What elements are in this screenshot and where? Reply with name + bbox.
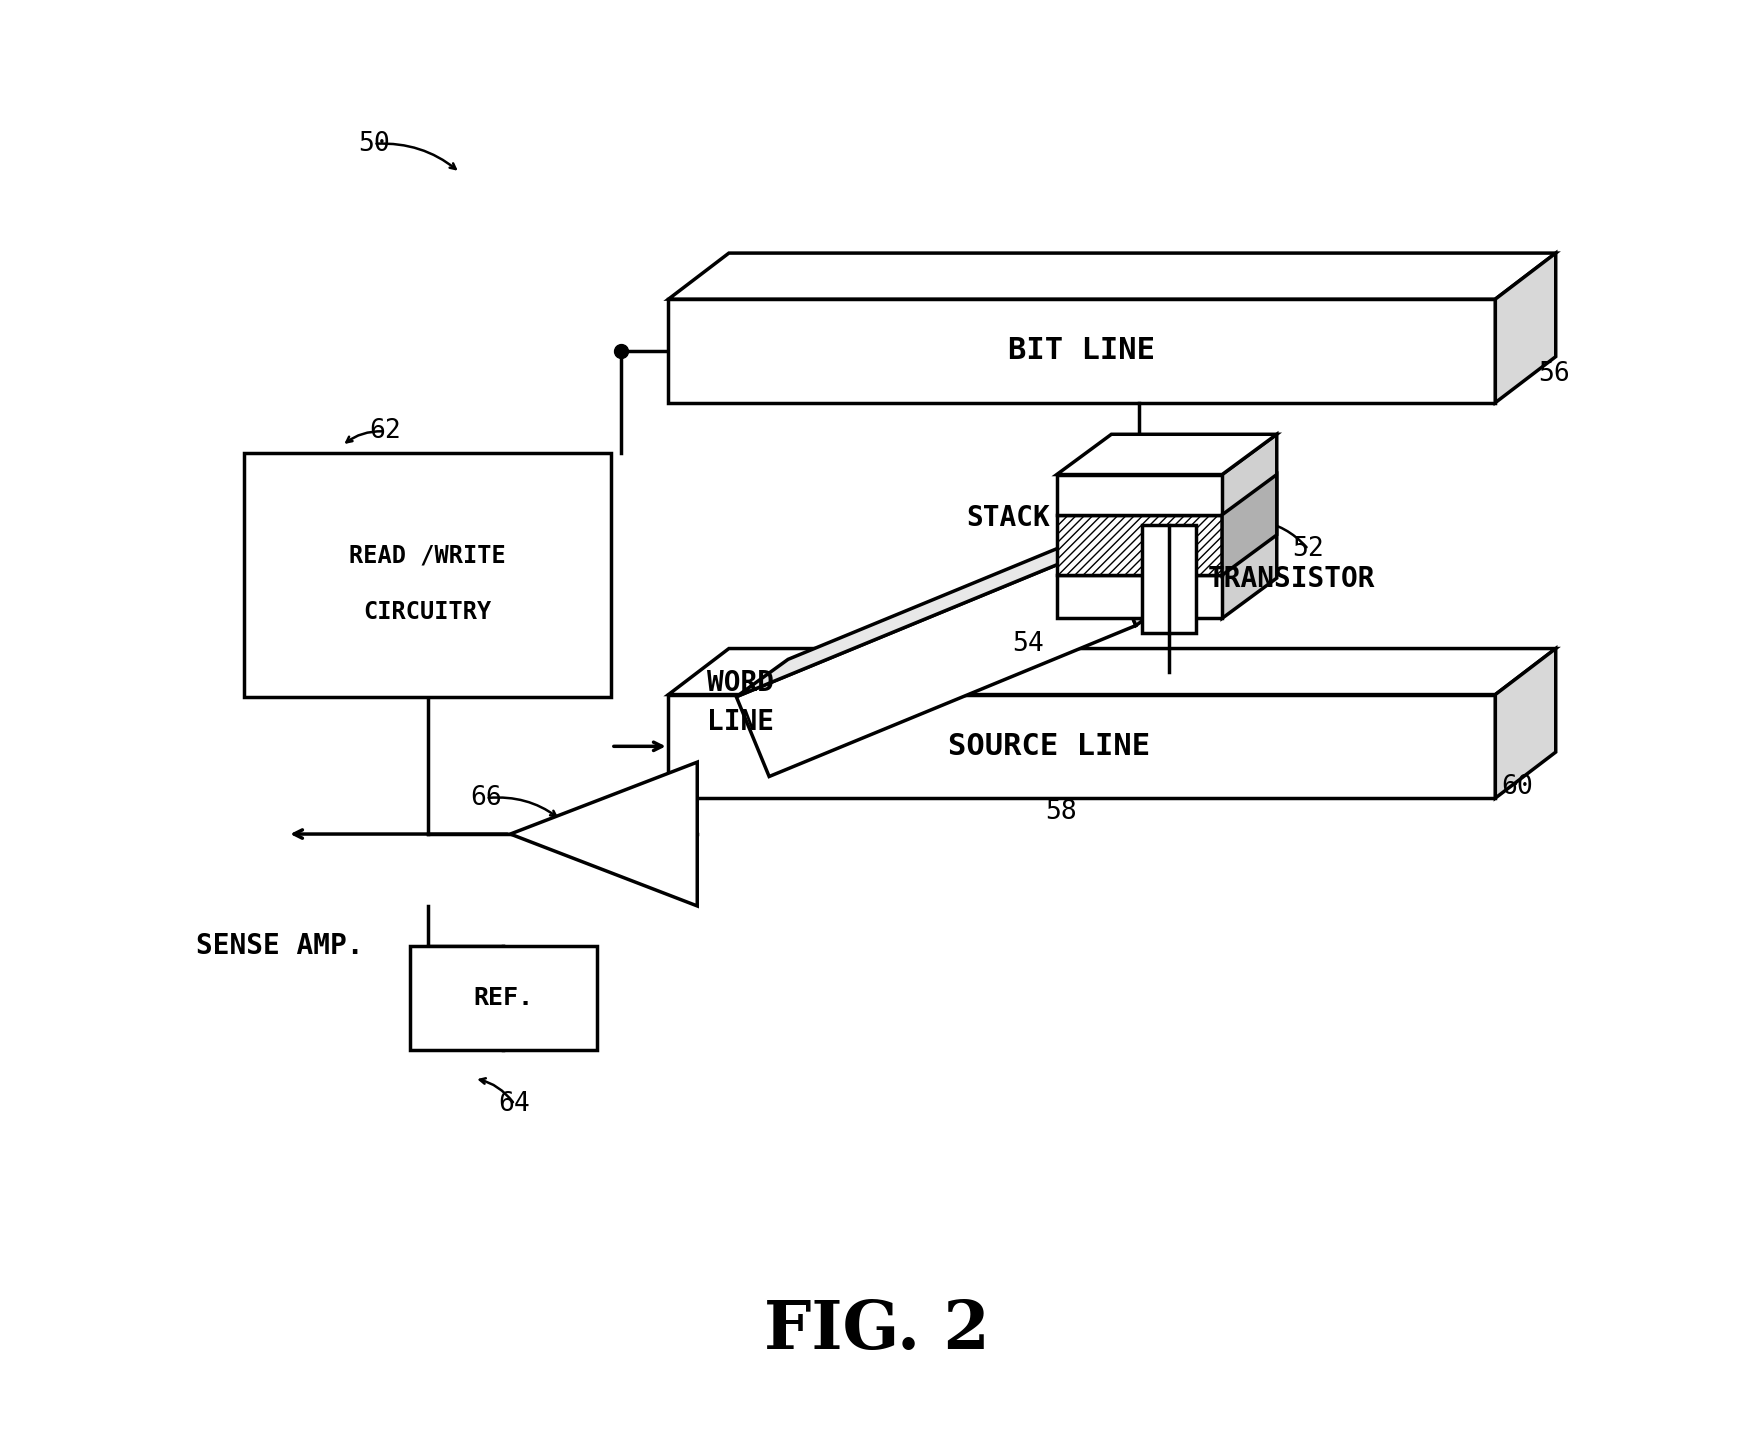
Polygon shape — [1056, 434, 1277, 475]
Text: WORD: WORD — [707, 669, 774, 697]
Text: 64: 64 — [498, 1091, 530, 1117]
Polygon shape — [510, 762, 698, 906]
Text: 62: 62 — [370, 418, 402, 444]
Text: 66: 66 — [470, 785, 502, 811]
Polygon shape — [668, 299, 1496, 403]
Text: SOURCE LINE: SOURCE LINE — [947, 732, 1151, 761]
Bar — [244, 453, 610, 697]
Text: FIG. 2: FIG. 2 — [765, 1297, 989, 1363]
Text: 60: 60 — [1501, 774, 1533, 800]
Text: 56: 56 — [1538, 361, 1570, 387]
Polygon shape — [737, 509, 1154, 697]
Text: TRANSISTOR: TRANSISTOR — [1209, 565, 1375, 592]
Text: 54: 54 — [1012, 631, 1044, 657]
Text: CIRCUITRY: CIRCUITRY — [363, 600, 491, 624]
Polygon shape — [1103, 509, 1187, 626]
Text: SENSE AMP.: SENSE AMP. — [196, 932, 365, 961]
Polygon shape — [1223, 434, 1277, 618]
Bar — [410, 946, 596, 1050]
Polygon shape — [1056, 475, 1223, 515]
Text: BIT LINE: BIT LINE — [1009, 336, 1156, 365]
Polygon shape — [1223, 475, 1277, 575]
Polygon shape — [668, 253, 1556, 299]
Polygon shape — [1496, 649, 1556, 798]
Polygon shape — [1142, 525, 1196, 633]
Text: READ /WRITE: READ /WRITE — [349, 544, 505, 568]
Polygon shape — [668, 649, 1556, 695]
Text: STACK: STACK — [966, 503, 1049, 532]
Text: LINE: LINE — [707, 707, 774, 736]
Polygon shape — [1056, 515, 1223, 575]
Polygon shape — [737, 546, 1137, 777]
Text: 58: 58 — [1045, 800, 1077, 825]
Polygon shape — [1056, 575, 1223, 618]
Text: REF.: REF. — [474, 986, 533, 1009]
Text: 52: 52 — [1293, 536, 1324, 562]
Text: 50: 50 — [358, 131, 389, 157]
Polygon shape — [1496, 253, 1556, 403]
Polygon shape — [668, 695, 1496, 798]
